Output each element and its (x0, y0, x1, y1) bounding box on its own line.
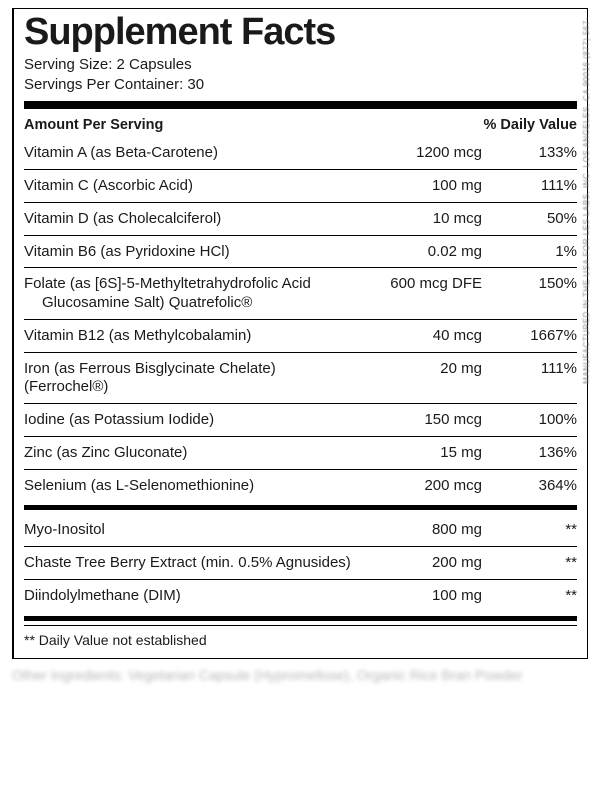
nutrient-name: Chaste Tree Berry Extract (min. 0.5% Agn… (24, 554, 362, 573)
panel-title: Supplement Facts (24, 13, 577, 53)
col-header-dv: % Daily Value (482, 117, 577, 133)
nutrient-row: Vitamin B6 (as Pyridoxine HCl)0.02 mg1% (24, 235, 577, 268)
nutrient-amount: 200 mcg (362, 477, 482, 496)
nutrient-dv: 111% (482, 177, 577, 196)
nutrient-dv: 136% (482, 444, 577, 463)
nutrient-row: Folate (as [6S]-5-Methyltetrahydrofolic … (24, 267, 577, 319)
nutrient-name: Myo-Inositol (24, 521, 362, 540)
nutrient-amount: 10 mcg (362, 210, 482, 229)
column-headers: Amount Per Serving % Daily Value (24, 113, 577, 137)
nutrient-row: Myo-Inositol800 mg** (24, 514, 577, 546)
nutrient-amount: 800 mg (362, 521, 482, 540)
nutrient-dv: ** (482, 554, 577, 573)
nutrient-amount: 40 mcg (362, 327, 482, 346)
nutrient-row: Vitamin B12 (as Methylcobalamin)40 mcg16… (24, 319, 577, 352)
nutrient-name: Vitamin B12 (as Methylcobalamin) (24, 327, 362, 346)
manufacturer-side-text: MANUFACTURED IN THE USA FOR LES LABS, IN… (582, 17, 591, 384)
servings-per-container: Servings Per Container: 30 (24, 75, 577, 95)
servings-per-value: 30 (187, 76, 204, 93)
serving-size: Serving Size: 2 Capsules (24, 55, 577, 75)
nutrient-dv: 364% (482, 477, 577, 496)
nutrient-name: Vitamin D (as Cholecalciferol) (24, 210, 362, 229)
nutrient-row: Chaste Tree Berry Extract (min. 0.5% Agn… (24, 546, 577, 579)
nutrient-amount: 200 mg (362, 554, 482, 573)
nutrient-name: Vitamin B6 (as Pyridoxine HCl) (24, 243, 362, 262)
nutrient-amount: 100 mg (362, 587, 482, 606)
nutrient-dv: ** (482, 521, 577, 540)
rule-bottom (24, 616, 577, 621)
nutrient-row: Vitamin A (as Beta-Carotene)1200 mcg133% (24, 137, 577, 169)
nutrient-dv: 150% (482, 275, 577, 294)
nutrient-name: Diindolylmethane (DIM) (24, 587, 362, 606)
nutrient-amount: 0.02 mg (362, 243, 482, 262)
rule-mid (24, 505, 577, 510)
nutrient-dv: 111% (482, 360, 577, 379)
nutrient-row: Vitamin D (as Cholecalciferol)10 mcg50% (24, 202, 577, 235)
supplement-facts-panel: MANUFACTURED IN THE USA FOR LES LABS, IN… (12, 8, 588, 659)
nutrient-name: Iron (as Ferrous Bisglycinate Chelate) (… (24, 360, 362, 398)
nutrient-row: Iron (as Ferrous Bisglycinate Chelate) (… (24, 352, 577, 404)
nutrient-dv: 1% (482, 243, 577, 262)
nutrient-name: Vitamin A (as Beta-Carotene) (24, 144, 362, 163)
nutrient-row: Vitamin C (Ascorbic Acid)100 mg111% (24, 169, 577, 202)
nutrient-dv: ** (482, 587, 577, 606)
nutrient-name: Vitamin C (Ascorbic Acid) (24, 177, 362, 196)
nutrient-name-sub: Glucosamine Salt) Quatrefolic® (24, 294, 358, 313)
nutrient-amount: 1200 mcg (362, 144, 482, 163)
servings-per-label: Servings Per Container: (24, 76, 187, 93)
serving-size-value: 2 Capsules (117, 56, 192, 73)
col-header-amount: Amount Per Serving (24, 117, 482, 133)
nutrient-amount: 150 mcg (362, 411, 482, 430)
serving-size-label: Serving Size: (24, 56, 117, 73)
nutrient-row: Zinc (as Zinc Gluconate)15 mg136% (24, 436, 577, 469)
nutrient-name: Zinc (as Zinc Gluconate) (24, 444, 362, 463)
nutrient-section-2: Myo-Inositol800 mg**Chaste Tree Berry Ex… (24, 514, 577, 611)
nutrient-amount: 100 mg (362, 177, 482, 196)
nutrient-dv: 1667% (482, 327, 577, 346)
nutrient-row: Diindolylmethane (DIM)100 mg** (24, 579, 577, 612)
nutrient-amount: 20 mg (362, 360, 482, 379)
nutrient-section-1: Vitamin A (as Beta-Carotene)1200 mcg133%… (24, 137, 577, 501)
nutrient-name: Iodine (as Potassium Iodide) (24, 411, 362, 430)
nutrient-row: Iodine (as Potassium Iodide)150 mcg100% (24, 403, 577, 436)
nutrient-dv: 100% (482, 411, 577, 430)
rule-thick-top (24, 101, 577, 109)
nutrient-dv: 50% (482, 210, 577, 229)
nutrient-name: Selenium (as L-Selenomethionine) (24, 477, 362, 496)
nutrient-row: Selenium (as L-Selenomethionine)200 mcg3… (24, 469, 577, 502)
nutrient-dv: 133% (482, 144, 577, 163)
nutrient-amount: 15 mg (362, 444, 482, 463)
nutrient-name: Folate (as [6S]-5-Methyltetrahydrofolic … (24, 275, 362, 313)
other-ingredients: Other Ingredients: Vegetarian Capsule (H… (12, 667, 588, 683)
dv-footnote: ** Daily Value not established (24, 625, 577, 652)
nutrient-amount: 600 mcg DFE (362, 275, 482, 294)
